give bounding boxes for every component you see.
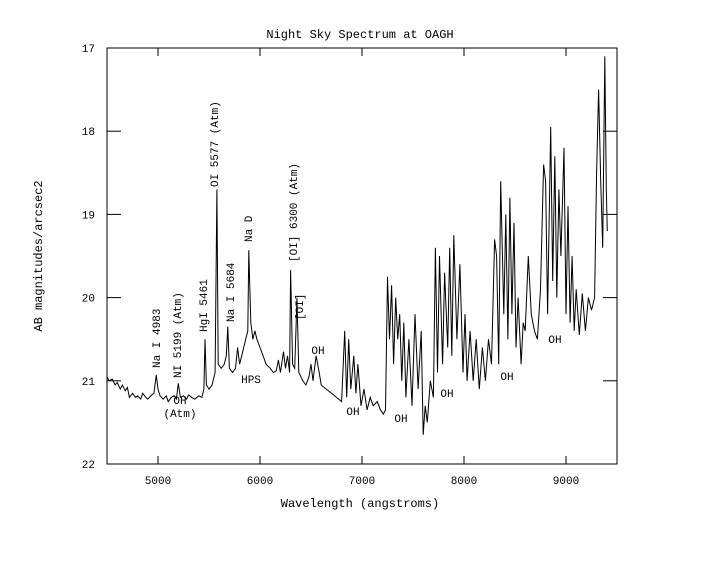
annotation: OH [311, 346, 324, 358]
y-tick-label: 22 [82, 460, 95, 472]
annotation: (Atm) [163, 409, 196, 421]
annotation: OH [173, 396, 186, 408]
x-axis-label: Wavelength (angstroms) [281, 497, 439, 511]
annotation: OI 5577 (Atm) [210, 101, 222, 187]
annotation: Na D [244, 215, 256, 242]
annotation: OH [394, 414, 407, 426]
spectrum-line [106, 56, 608, 435]
x-tick-label: 8000 [451, 476, 477, 488]
annotation: NI 5199 (Atm) [173, 292, 185, 378]
chart-title: Night Sky Spectrum at OAGH [266, 28, 453, 42]
y-tick-label: 19 [82, 210, 95, 222]
annotation: HPS [241, 375, 261, 387]
x-tick-label: 5000 [145, 476, 171, 488]
y-tick-label: 18 [82, 127, 95, 139]
annotation: [OI] [295, 294, 307, 320]
x-tick-label: 6000 [247, 476, 273, 488]
annotation: OH [440, 389, 453, 401]
x-tick-label: 7000 [349, 476, 375, 488]
y-tick-label: 20 [82, 294, 95, 306]
annotation: OH [500, 372, 513, 384]
x-tick-label: 9000 [553, 476, 579, 488]
annotation: [OI] 6300 (Atm) [289, 163, 301, 262]
y-tick-label: 17 [82, 44, 95, 56]
y-axis-label: AB magnitudes/arcsec2 [32, 180, 46, 331]
annotation: HgI 5461 [199, 279, 211, 332]
annotation: OH [548, 335, 561, 347]
annotation: OH [346, 407, 359, 419]
annotation: Na I 4983 [152, 309, 164, 368]
annotation: Na I 5684 [226, 262, 238, 322]
y-tick-label: 21 [82, 377, 96, 389]
